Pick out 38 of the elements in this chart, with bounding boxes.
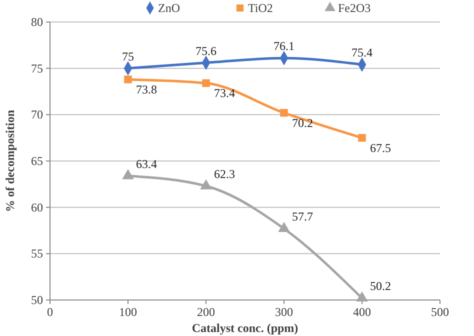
point (358, 134, 366, 142)
x-tick-label: 200 (197, 305, 215, 319)
legend-label: TiO2 (248, 1, 273, 15)
data-label: 62.3 (214, 167, 235, 182)
data-label: 76.1 (274, 39, 294, 54)
point (356, 291, 368, 302)
y-tick-label: 75 (31, 61, 43, 76)
point (124, 76, 132, 84)
y-tick-label: 65 (31, 154, 43, 168)
data-label: 75.4 (352, 46, 372, 60)
y-tick-label: 50 (31, 293, 43, 307)
point (200, 179, 212, 190)
data-label: 73.4 (214, 86, 235, 100)
x-tick-label: 0 (47, 305, 53, 319)
legend-label: ZnO (158, 1, 180, 15)
y-tick-label: 70 (31, 108, 43, 122)
y-axis-title: % of decomposition (3, 110, 17, 212)
y-tick-label: 60 (31, 200, 43, 214)
data-label: 75 (122, 49, 134, 64)
x-tick-label: 400 (353, 305, 371, 319)
point (278, 222, 290, 232)
data-label: 70.2 (292, 116, 313, 130)
point (122, 169, 134, 180)
x-tick-label: 500 (431, 305, 449, 319)
data-label: 75.6 (196, 44, 216, 58)
data-label: 63.4 (136, 156, 157, 171)
legend-label: Fe2O3 (338, 1, 371, 15)
x-tick-label: 100 (119, 305, 137, 319)
x-tick-label: 300 (275, 305, 293, 319)
y-tick-label: 80 (31, 15, 43, 29)
data-label: 57.7 (292, 210, 313, 224)
point (202, 79, 210, 88)
data-label: 67.5 (370, 140, 391, 155)
x-axis-title: Catalyst conc. (ppm) (192, 321, 298, 335)
data-label: 50.2 (370, 279, 391, 294)
point (280, 108, 288, 117)
data-label: 73.8 (136, 82, 157, 96)
y-tick-label: 55 (31, 246, 43, 261)
